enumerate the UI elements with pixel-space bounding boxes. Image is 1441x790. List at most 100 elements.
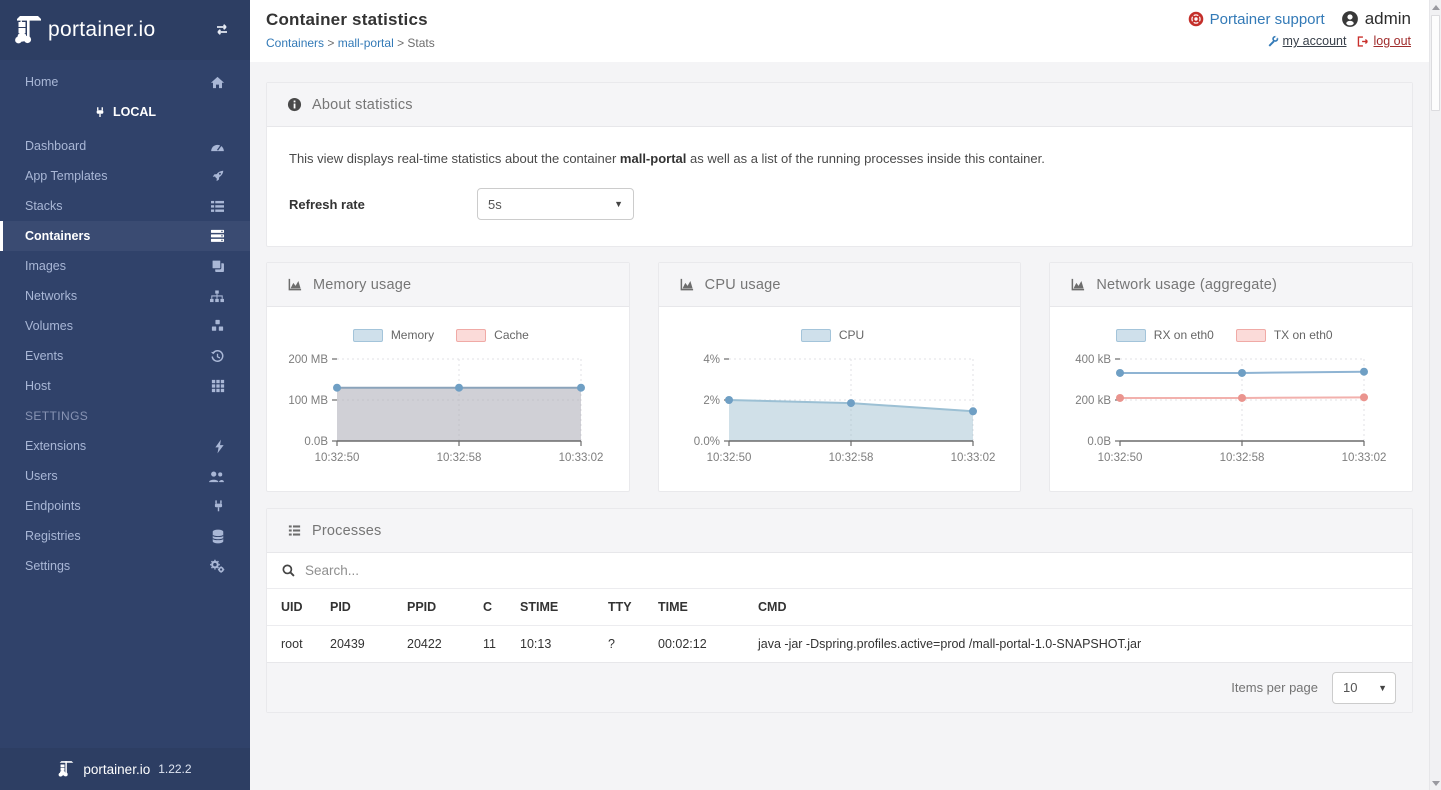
sidebar-item-label: Events <box>25 349 64 363</box>
main-content: Container statistics Containers > mall-p… <box>250 0 1429 790</box>
table-body: root 20439 20422 11 10:13? 00:02:12 java -jar … <box>267 625 1412 662</box>
vertical-scrollbar[interactable] <box>1429 0 1441 790</box>
sidebar-item-dashboard[interactable]: Dashboard <box>0 131 250 161</box>
sidebar-item-host[interactable]: Host <box>0 371 250 401</box>
area-chart-icon <box>679 277 695 292</box>
content-area: About statistics This view displays real… <box>250 62 1429 713</box>
about-description: This view displays real-time statistics … <box>289 151 1390 166</box>
sidebar-item-home[interactable]: Home <box>0 67 250 97</box>
svg-text:10:32:58: 10:32:58 <box>828 452 873 464</box>
legend-swatch <box>1235 328 1266 342</box>
svg-text:10:33:02: 10:33:02 <box>559 452 604 464</box>
svg-text:2%: 2% <box>703 395 720 407</box>
column-header-uid: UID <box>281 600 303 614</box>
about-statistics-panel: About statistics This view displays real… <box>266 82 1413 247</box>
table-cell: ? <box>602 625 652 662</box>
breadcrumb-item[interactable]: mall-portal <box>337 36 394 50</box>
legend-swatch <box>1115 328 1146 342</box>
sidebar-item-label: Settings <box>25 559 71 573</box>
refresh-rate-select[interactable]: 5s ▼ <box>477 188 634 220</box>
chart-legend: RX on eth0 TX on eth0 <box>1062 323 1400 347</box>
server-icon <box>207 229 225 243</box>
table-cell: 11 <box>477 625 514 662</box>
scrollbar-thumb[interactable] <box>1431 15 1440 111</box>
processes-panel-header: Processes <box>267 509 1412 553</box>
sign-out-icon <box>1356 35 1369 48</box>
sidebar-item-networks[interactable]: Networks <box>0 281 250 311</box>
chart-body: CPU 4% 2% 0.0% 10:32:50 10:32:58 10:33:02 <box>659 307 1021 491</box>
chart-panel-header: Memory usage <box>267 263 629 307</box>
sidebar-item-label: Host <box>25 379 51 393</box>
sidebar-settings-header: SETTINGS <box>25 409 89 423</box>
svg-text:200 kB: 200 kB <box>1076 395 1112 407</box>
home-icon <box>207 75 225 90</box>
log-out-link[interactable]: log out <box>1356 34 1411 48</box>
plug-icon <box>94 106 106 119</box>
chart-plot: 4% 2% 0.0% 10:32:50 10:32:58 10:33:02 <box>693 354 995 464</box>
about-panel-body: This view displays real-time statistics … <box>267 127 1412 246</box>
about-description-prefix: This view displays real-time statistics … <box>289 151 620 166</box>
sidebar-menu: Dashboard App Templates Stacks Containers Im… <box>0 131 250 401</box>
sidebar-item-endpoints[interactable]: Endpoints <box>0 491 250 521</box>
chart-panel-header: Network usage (aggregate) <box>1050 263 1413 307</box>
sidebar-item-volumes[interactable]: Volumes <box>0 311 250 341</box>
chart-panel-memory-usage: Memory usage Memory Cache 200 MB 100 MB 0.0B 1… <box>266 262 630 492</box>
rocket-icon <box>207 169 225 183</box>
svg-text:10:33:02: 10:33:02 <box>950 452 995 464</box>
cogs-icon <box>207 559 225 573</box>
page-title: Container statistics <box>266 10 428 29</box>
legend-label: Memory <box>390 328 435 342</box>
legend-swatch <box>352 328 383 342</box>
chart-title: Memory usage <box>313 276 412 293</box>
collapse-sidebar-icon[interactable] <box>212 22 232 38</box>
sidebar-item-images[interactable]: Images <box>0 251 250 281</box>
sidebar-item-label: App Templates <box>25 169 108 183</box>
endpoint-local[interactable]: LOCAL <box>0 97 250 127</box>
chart-panel-cpu-usage: CPU usage CPU 4% 2% 0.0% 10:32:50 10:32:58 10:3… <box>657 262 1022 492</box>
sidebar-item-label: Images <box>25 259 66 273</box>
sidebar-item-users[interactable]: Users <box>0 461 250 491</box>
portainer-logo-text: portainer.io <box>48 18 156 41</box>
sidebar-item-label: Home <box>25 75 59 89</box>
sidebar-item-app-templates[interactable]: App Templates <box>0 161 250 191</box>
svg-text:10:33:02: 10:33:02 <box>1342 452 1387 464</box>
legend-label: Cache <box>494 328 529 342</box>
scroll-up-arrow[interactable] <box>1430 0 1441 14</box>
search-icon <box>281 563 296 578</box>
caret-down-icon: ▼ <box>614 199 623 209</box>
portainer-support-link[interactable]: Portainer support <box>1188 11 1325 28</box>
portainer-logo[interactable]: portainer.io <box>14 13 212 47</box>
sidebar-item-extensions[interactable]: Extensions <box>0 431 250 461</box>
about-panel-header: About statistics <box>267 83 1412 127</box>
cubes-icon <box>207 319 225 333</box>
svg-text:10:32:58: 10:32:58 <box>437 452 482 464</box>
table-cell: 00:02:12 <box>652 625 752 662</box>
legend-swatch <box>800 328 831 342</box>
scroll-down-arrow[interactable] <box>1430 776 1441 790</box>
sidebar-item-label: Registries <box>25 529 81 543</box>
sidebar-item-registries[interactable]: Registries <box>0 521 250 551</box>
svg-text:0.0%: 0.0% <box>693 436 719 448</box>
sidebar-item-label: Networks <box>25 289 78 303</box>
search-bar <box>267 553 1412 589</box>
caret-down-icon: ▼ <box>1378 682 1387 693</box>
life-ring-icon <box>1188 11 1204 27</box>
sidebar-item-settings[interactable]: Settings <box>0 551 250 581</box>
sidebar-item-stacks[interactable]: Stacks <box>0 191 250 221</box>
info-circle-icon <box>287 97 302 112</box>
user-circle-icon <box>1341 10 1359 28</box>
chart-panel-network-usage-aggregate-: Network usage (aggregate) RX on eth0 TX on… <box>1049 262 1414 492</box>
chart-body: RX on eth0 TX on eth0 400 kB 200 kB 0.0B 10:3… <box>1050 307 1412 491</box>
items-per-page-select[interactable]: 10 ▼ <box>1332 671 1396 704</box>
search-input[interactable] <box>305 563 1398 578</box>
sidebar-item-containers[interactable]: Containers <box>0 221 250 251</box>
sidebar-item-label: Users <box>25 469 58 483</box>
processes-table: UID PID PPID C STIME TTY TIME CMD root 20439 2042… <box>267 589 1412 662</box>
users-icon <box>207 470 225 483</box>
table-header-row: UID PID PPID C STIME TTY TIME CMD <box>267 589 1412 626</box>
sidebar-item-events[interactable]: Events <box>0 341 250 371</box>
area-chart-icon <box>1070 277 1086 292</box>
sidebar-item-label: Dashboard <box>25 139 87 153</box>
breadcrumb-item[interactable]: Containers <box>266 36 325 50</box>
my-account-link[interactable]: my account <box>1266 34 1346 48</box>
